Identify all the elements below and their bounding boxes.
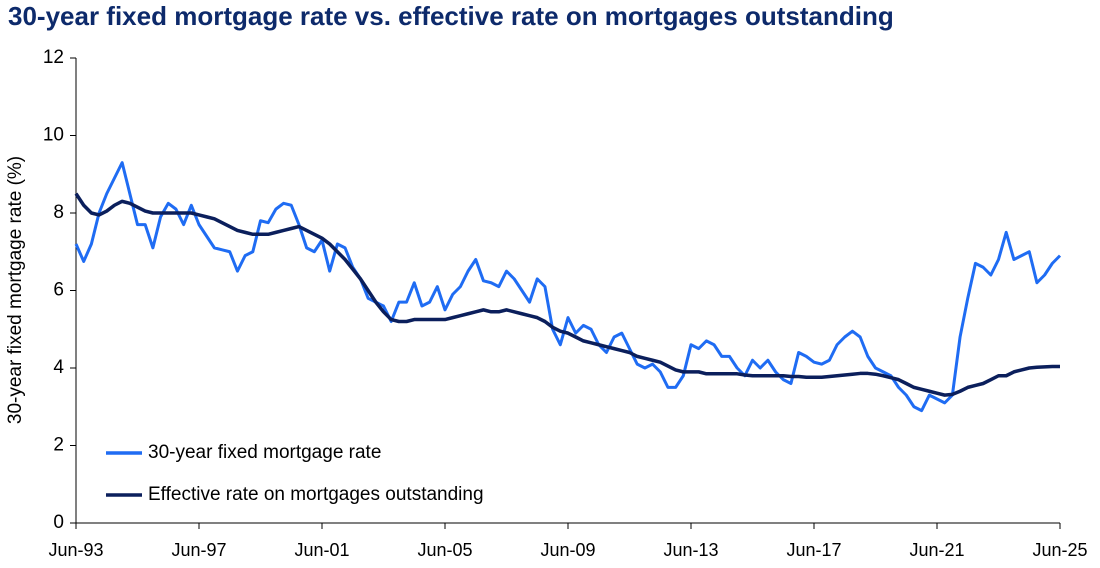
- y-tick-label: 4: [53, 357, 64, 378]
- y-tick-label: 12: [43, 47, 64, 68]
- series-line: [74, 192, 1060, 397]
- y-tick-label: 8: [53, 202, 64, 223]
- x-tick-label: Jun-05: [417, 540, 472, 560]
- chart-title: 30-year fixed mortgage rate vs. effectiv…: [8, 1, 894, 31]
- y-tick-label: 2: [53, 435, 64, 456]
- x-tick-label: Jun-97: [171, 540, 226, 560]
- x-tick-label: Jun-25: [1032, 540, 1087, 560]
- y-tick-label: 0: [53, 512, 64, 533]
- x-tick-label: Jun-09: [540, 540, 595, 560]
- legend-label: 30-year fixed mortgage rate: [148, 442, 381, 463]
- legend-label: Effective rate on mortgages outstanding: [148, 484, 484, 505]
- x-tick-label: Jun-17: [786, 540, 841, 560]
- x-tick-label: Jun-13: [663, 540, 718, 560]
- x-tick-label: Jun-01: [294, 540, 349, 560]
- y-tick-label: 10: [43, 125, 64, 146]
- x-tick-label: Jun-21: [909, 540, 964, 560]
- y-tick-label: 6: [53, 280, 64, 301]
- y-axis-label: 30-year fixed mortgage rate (%): [5, 156, 26, 424]
- series-line: [74, 161, 1062, 413]
- x-tick-label: Jun-93: [48, 540, 103, 560]
